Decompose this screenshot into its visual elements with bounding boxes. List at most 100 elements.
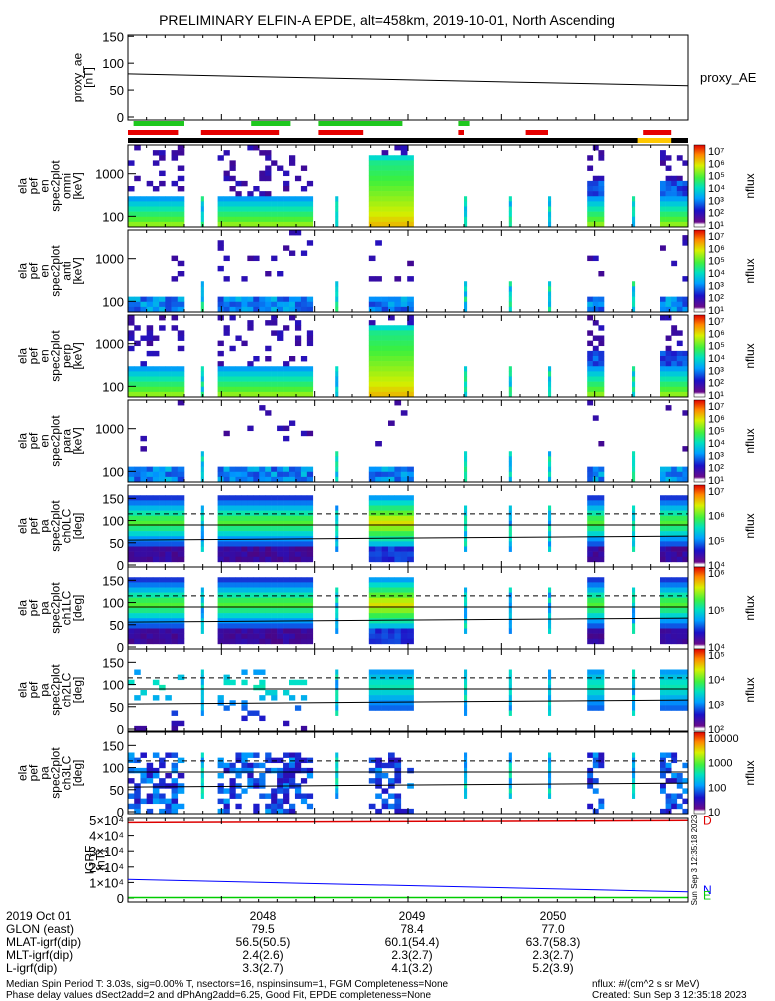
spectrogram-cell [368,505,376,511]
spectrogram-cell [229,206,236,212]
spectrogram-cell [592,536,599,542]
spectrogram-cell [140,602,147,609]
spectrogram-cell [159,551,166,558]
spectrogram-cell [368,206,376,212]
spectrogram-cell [171,623,179,629]
spectrogram-cell [375,700,382,706]
spectrogram-cell [464,623,468,629]
spectrogram-cell [140,582,147,588]
spectrogram-cell [289,476,296,483]
spectrogram-cell [165,613,172,619]
spectrogram-cell [665,175,672,182]
spectrogram-cell [598,541,605,547]
spectrogram-cell [660,520,666,527]
spectrogram-cell [676,191,683,197]
spectrogram-cell [676,695,683,701]
spectrogram-cell [217,582,224,588]
spectrogram-cell [165,808,172,815]
spectrogram-cell [632,461,636,467]
colorbar-label-text: nflux [743,595,757,620]
spectrogram-cell [375,221,382,228]
spectrogram-cell [381,788,389,794]
spectrogram-cell [235,757,242,764]
spectrogram-cell [200,710,204,716]
spectrogram-cell [632,690,636,696]
spectrogram-cell [407,536,414,542]
spectrogram-cell [592,335,599,341]
spectrogram-cell [665,206,672,212]
spectrogram-cell [294,391,302,398]
spectrogram-cell [394,376,402,382]
spectrogram-cell [229,788,236,794]
spectrogram-cell [235,767,242,774]
spectrogram-cell [134,798,141,805]
spectrogram-cell [381,551,389,558]
spectrogram-cell [388,783,395,789]
spectrogram-cell [548,618,552,624]
spectrogram-cell [235,526,242,532]
spectrogram-cell [335,674,339,681]
spectrogram-cell [159,376,166,382]
spectrogram-cell [171,221,179,228]
spectrogram-cell [335,773,339,779]
spectrogram-cell [407,315,414,321]
spectrogram-cell [587,381,594,388]
spectrogram-cell [665,376,672,382]
colorbar-tick-label: 10³ [708,699,724,711]
spectrogram-cell [407,783,414,789]
spectrogram-cell [283,306,290,313]
spectrogram-cell [177,471,185,478]
spectrogram-cell [159,638,166,645]
spectrogram-cell [259,505,266,511]
spectrogram-cell [229,186,236,192]
spectrogram-cell [165,471,172,478]
spectrogram-cell [306,541,314,547]
spectrogram-cell [368,536,376,542]
spectrogram-cell [134,628,141,634]
spectrogram-cell [548,587,552,593]
spectrogram-cell [177,495,185,501]
spectrogram-cell [140,767,147,774]
spectrogram-cell [632,778,636,784]
colorbar-tick-label: 10⁴ [708,675,725,687]
spectrogram-cell [128,201,135,207]
spectrogram-cell [271,633,278,640]
ylabel-line: spec2plot [49,747,63,799]
spectrogram-cell [598,306,605,313]
spectrogram-cell [300,695,308,701]
spectrogram-cell [265,638,272,645]
spectrogram-cell [682,196,689,202]
spectrogram-cell [171,325,179,331]
spectrogram-cell [592,386,599,393]
spectrogram-cell [394,592,402,599]
spectrogram-cell [152,582,160,588]
spectrogram-cell [223,505,230,511]
spectrogram-cell [335,778,339,784]
ylabel-line: en [38,349,52,362]
spectrogram-cell [381,623,389,629]
spectrogram-cell [134,366,141,372]
spectrogram-cell [598,556,605,563]
spectrogram-cell [587,515,594,522]
spectrogram-cell [271,330,278,336]
spectrogram-cell [294,546,302,552]
spectrogram-cell [300,577,308,583]
spectrogram-cell [682,371,689,377]
spectrogram-cell [592,551,599,558]
spectrogram-cell [388,315,395,321]
spectrogram-cell [289,556,296,563]
spectrogram-cell [283,798,290,805]
spectrogram-cell [665,510,672,517]
spectrogram-cell [388,335,395,341]
spectrogram-cell [235,510,242,517]
spectrogram-cell [381,762,389,769]
spectrogram-cell [140,381,147,388]
spectrogram-cell [394,526,402,532]
spectrogram-cell [665,405,672,411]
spectrogram-cell [660,757,666,764]
coverage-bar-yellow [637,138,672,143]
spectrogram-cell [152,526,160,532]
spectrogram-cell [375,155,382,161]
spectrogram-cell [259,206,266,212]
